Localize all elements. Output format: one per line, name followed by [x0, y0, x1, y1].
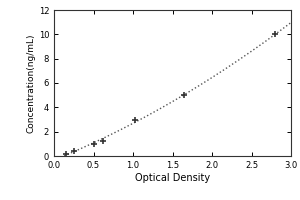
- X-axis label: Optical Density: Optical Density: [135, 173, 210, 183]
- Y-axis label: Concentration(ng/mL): Concentration(ng/mL): [27, 33, 36, 133]
